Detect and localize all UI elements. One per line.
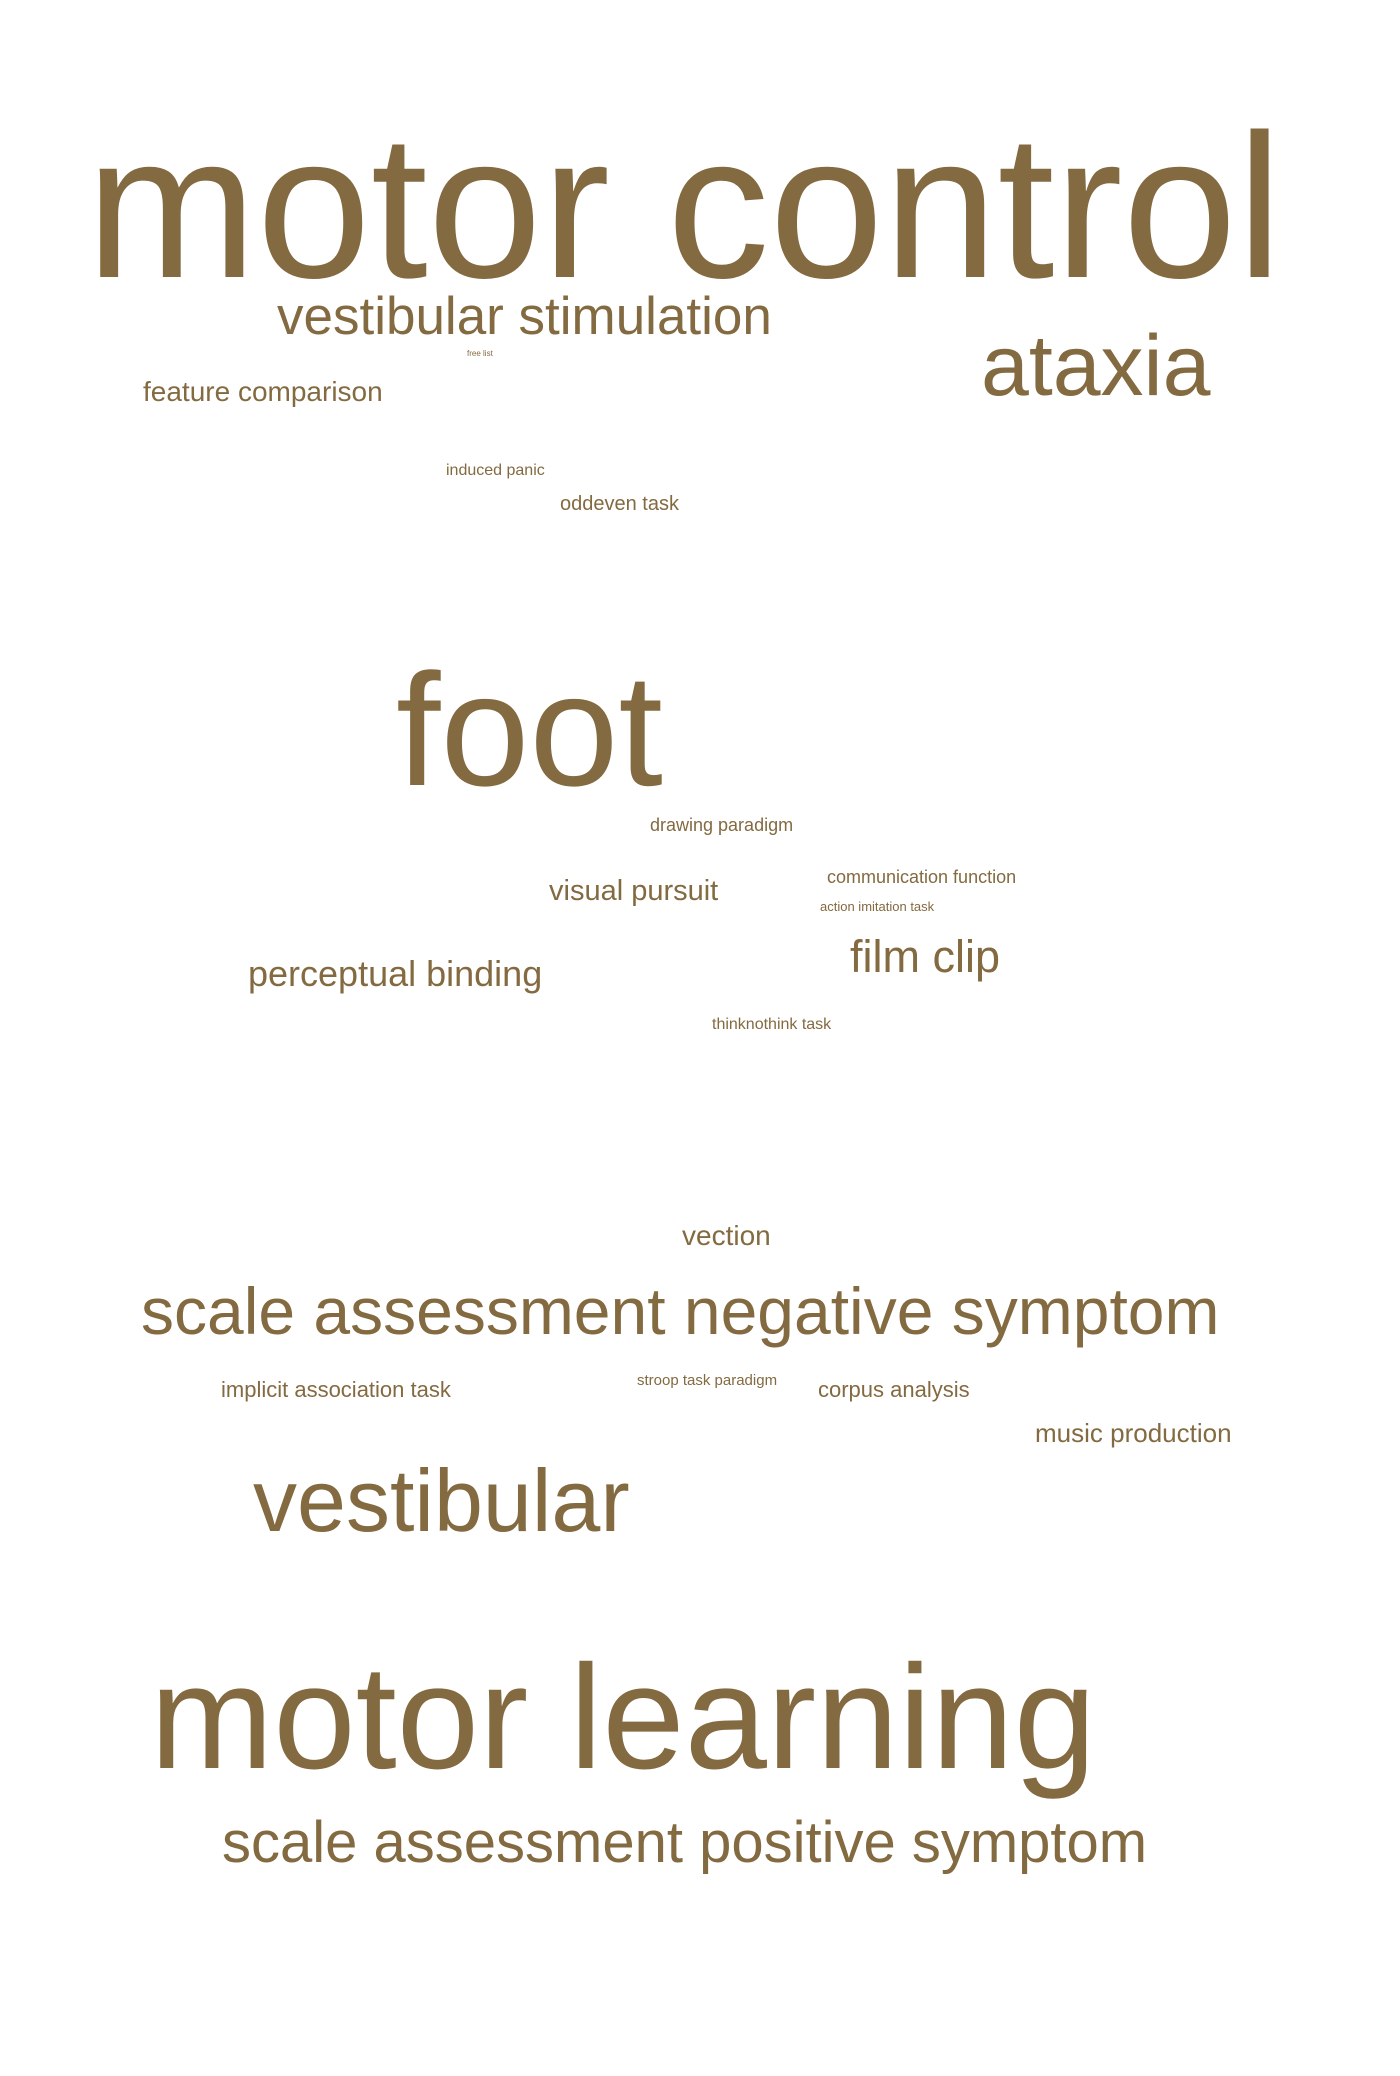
- word-thinknothink-task: thinknothink task: [712, 1016, 832, 1033]
- word-motor-control: motor control: [86, 92, 1283, 321]
- word-feature-comparison: feature comparison: [143, 376, 383, 407]
- word-drawing-paradigm: drawing paradigm: [650, 815, 794, 835]
- word-motor-learning: motor learning: [150, 1635, 1097, 1800]
- word-action-imitation-task: action imitation task: [820, 899, 935, 914]
- word-foot: foot: [396, 640, 663, 819]
- word-scale-assessment-negative-symptom: scale assessment negative symptom: [141, 1274, 1220, 1348]
- word-implicit-association-task: implicit association task: [221, 1377, 451, 1402]
- word-free-list: free list: [467, 349, 493, 358]
- word-vestibular-stimulation: vestibular stimulation: [277, 287, 772, 346]
- word-music-production: music production: [1035, 1418, 1232, 1448]
- word-stroop-task-paradigm: stroop task paradigm: [637, 1372, 778, 1389]
- word-vestibular: vestibular: [253, 1451, 630, 1550]
- word-scale-assessment-positive-symptom: scale assessment positive symptom: [222, 1810, 1148, 1875]
- word-film-clip: film clip: [850, 931, 1001, 982]
- word-vection: vection: [682, 1220, 771, 1251]
- word-communication-function: communication function: [827, 867, 1017, 887]
- word-ataxia: ataxia: [981, 318, 1211, 414]
- word-induced-panic: induced panic: [446, 462, 545, 479]
- word-oddeven-task: oddeven task: [560, 493, 679, 515]
- word-corpus-analysis: corpus analysis: [818, 1377, 970, 1402]
- word-visual-pursuit: visual pursuit: [549, 875, 719, 907]
- word-perceptual-binding: perceptual binding: [248, 953, 543, 994]
